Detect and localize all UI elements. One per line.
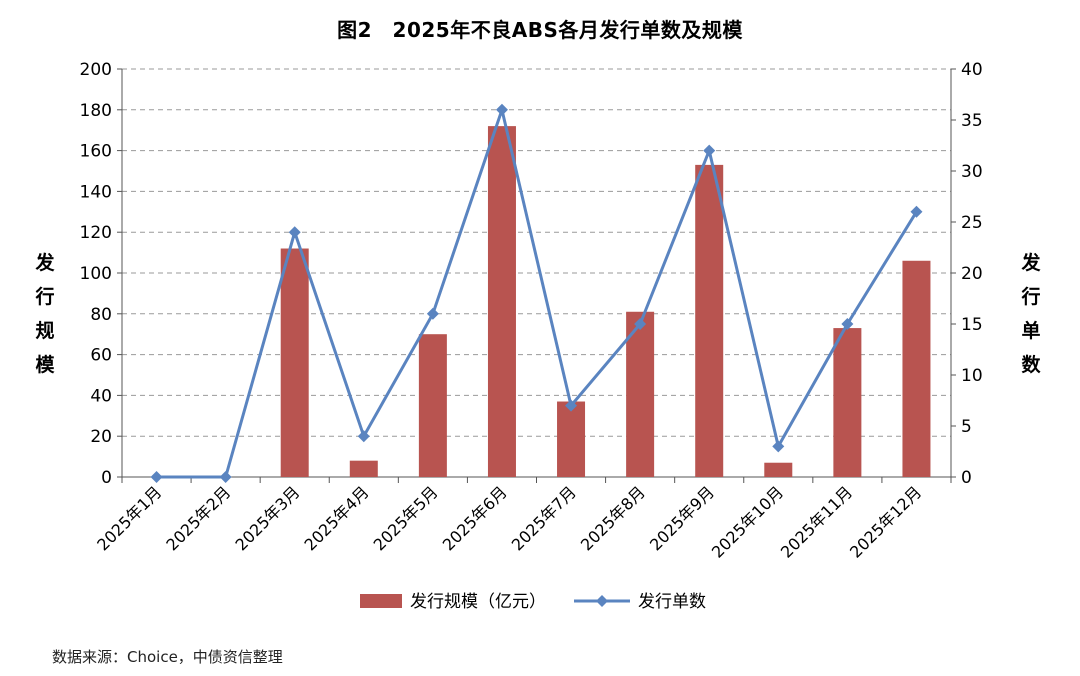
legend-swatch-marker: [596, 595, 608, 607]
line-point: [565, 399, 578, 412]
bar: [833, 328, 862, 477]
bar: [280, 248, 309, 477]
line-point: [703, 144, 716, 157]
y-axis-label-left-char: 模: [35, 354, 55, 376]
y-axis-label-right-char: 数: [1021, 354, 1041, 376]
legend-label-bars: 发行规模（亿元）: [410, 592, 546, 612]
x-tick-label: 2025年7月: [508, 482, 580, 554]
y-tick-label-left: 40: [90, 386, 112, 406]
y-tick-label-left: 180: [80, 101, 112, 121]
line-point: [634, 318, 647, 330]
line-point: [219, 471, 232, 483]
y-axis-label-left-char: 规: [35, 320, 55, 342]
legend-swatch-bars: [360, 594, 402, 608]
x-tick-label: 2025年1月: [93, 482, 165, 554]
y-tick-label-left: 140: [80, 182, 112, 202]
y-tick-label-left: 20: [90, 427, 112, 447]
x-tick-label: 2025年9月: [646, 482, 718, 554]
line-point: [357, 430, 370, 443]
y-axis-label-right-char: 发: [1021, 252, 1041, 274]
y-tick-label-right: 5: [961, 417, 972, 437]
y-tick-label-right: 30: [961, 162, 983, 182]
y-axis-label-right: 发行单数: [1016, 246, 1046, 382]
bar: [695, 164, 724, 477]
y-tick-label-right: 25: [961, 213, 983, 233]
line-point: [841, 318, 854, 330]
y-tick-label-right: 15: [961, 315, 983, 335]
bar: [487, 126, 516, 478]
y-tick-label-right: 10: [961, 366, 983, 386]
y-tick-label-left: 200: [80, 60, 112, 80]
y-axis-label-right-char: 行: [1021, 286, 1041, 308]
y-axis-label-right-char: 单: [1021, 320, 1041, 342]
bar: [418, 334, 447, 477]
y-tick-label-right: 20: [961, 264, 983, 284]
x-tick-label: 2025年2月: [162, 482, 234, 554]
line-point: [426, 307, 439, 320]
y-axis-label-left-char: 行: [35, 286, 55, 308]
x-tick-label: 2025年10月: [708, 482, 787, 561]
y-tick-label-left: 160: [80, 142, 112, 162]
bar: [764, 462, 793, 477]
x-tick-label: 2025年12月: [846, 482, 925, 561]
x-tick-label: 2025年5月: [370, 482, 442, 554]
y-tick-label-right: 0: [961, 468, 972, 488]
data-source-note: 数据来源：Choice，中债资信整理: [52, 648, 283, 666]
y-axis-label-left: 发行规模: [30, 246, 60, 382]
y-tick-label-right: 40: [961, 60, 983, 80]
x-tick-label: 2025年11月: [777, 482, 856, 561]
chart-title: 图2 2025年不良ABS各月发行单数及规模: [337, 18, 743, 42]
line-point: [288, 226, 301, 239]
bar: [902, 260, 931, 477]
x-tick-label: 2025年4月: [301, 482, 373, 554]
line-point: [150, 471, 163, 483]
x-tick-label: 2025年3月: [231, 482, 303, 554]
bar: [557, 401, 586, 477]
y-tick-label-left: 60: [90, 346, 112, 366]
line-point: [495, 103, 508, 116]
y-tick-label-left: 100: [80, 264, 112, 284]
x-tick-label: 2025年8月: [577, 482, 649, 554]
line-point: [772, 440, 785, 453]
legend-label-line: 发行单数: [638, 592, 706, 612]
bar: [349, 460, 378, 477]
series-line: [156, 108, 918, 479]
y-axis-label-left-char: 发: [35, 252, 55, 274]
line-point: [910, 205, 923, 218]
x-tick-label: 2025年6月: [439, 482, 511, 554]
bar: [626, 311, 655, 477]
y-tick-label-left: 0: [101, 468, 112, 488]
y-tick-label-right: 35: [961, 111, 983, 131]
y-tick-label-left: 120: [80, 223, 112, 243]
y-tick-label-left: 80: [90, 305, 112, 325]
